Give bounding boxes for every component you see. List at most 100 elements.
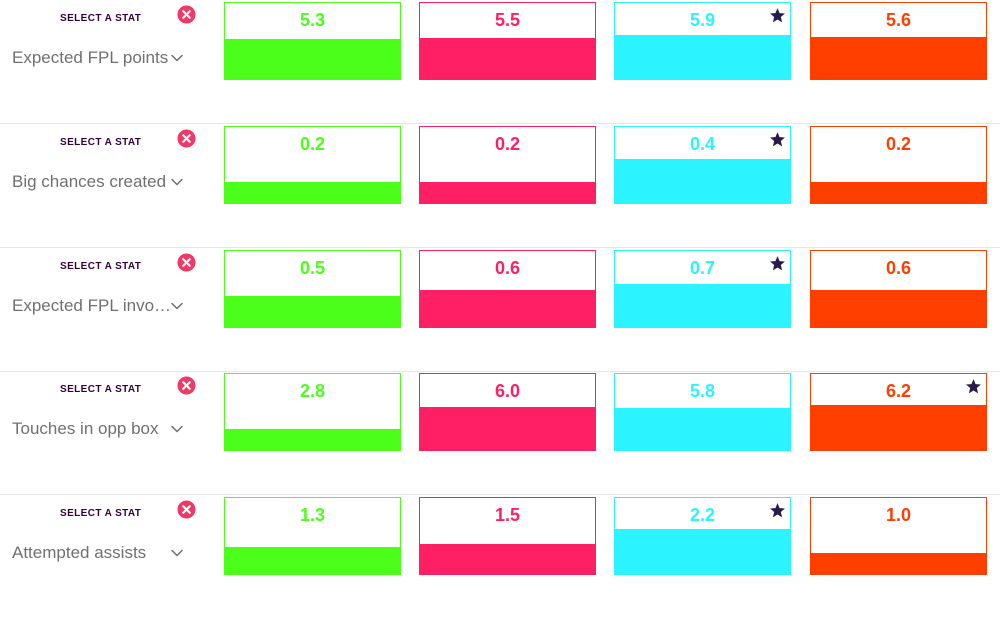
stat-name-label: Big chances created xyxy=(12,172,167,191)
stat-value: 0.2 xyxy=(885,134,912,154)
select-stat-caption: SELECT A STAT xyxy=(60,261,142,272)
stat-value-cell: 0.7 xyxy=(614,250,791,328)
stat-value-bar xyxy=(615,283,790,327)
stat-value-cell: 0.6 xyxy=(419,250,596,328)
stat-value-bar xyxy=(811,405,986,450)
stat-value-cell: 0.6 xyxy=(810,250,987,328)
stat-value-bar xyxy=(420,406,595,450)
chevron-down-icon xyxy=(171,178,183,186)
stat-value: 6.0 xyxy=(494,381,521,401)
stat-value: 5.9 xyxy=(689,10,716,30)
star-icon xyxy=(770,8,785,23)
stat-value: 0.7 xyxy=(689,258,716,278)
chevron-down-icon xyxy=(171,54,183,62)
close-circle-icon[interactable] xyxy=(177,129,196,148)
stat-value: 1.3 xyxy=(299,505,326,525)
stat-name-label: Expected FPL points xyxy=(12,48,169,67)
stat-value-bar xyxy=(811,553,986,574)
stat-value-cell: 2.2 xyxy=(614,497,791,575)
stat-value-cell: 1.0 xyxy=(810,497,987,575)
stat-value: 5.6 xyxy=(885,10,912,30)
stat-row: SELECT A STAT Expected FPL invo… 0.5 0.6 0.7… xyxy=(0,248,1000,372)
stat-value-cell: 2.8 xyxy=(224,373,401,451)
stat-value-cell: 5.5 xyxy=(419,2,596,80)
chevron-down-icon xyxy=(171,549,183,557)
chevron-down-icon xyxy=(171,302,183,310)
stat-value: 6.2 xyxy=(885,381,912,401)
stat-selector: SELECT A STAT Touches in opp box xyxy=(0,371,215,495)
stat-value-cell: 0.2 xyxy=(419,126,596,204)
stat-value: 5.5 xyxy=(494,10,521,30)
star-icon xyxy=(770,132,785,147)
stat-row: SELECT A STAT Attempted assists 1.3 1.5 2.2 1… xyxy=(0,495,1000,619)
stat-value-cell: 0.4 xyxy=(614,126,791,204)
close-circle-icon[interactable] xyxy=(177,253,196,272)
stat-value-bar xyxy=(420,37,595,79)
stat-value-cell: 0.2 xyxy=(810,126,987,204)
stat-value-cell: 5.6 xyxy=(810,2,987,80)
stat-value-bar xyxy=(420,289,595,327)
stat-value: 1.0 xyxy=(885,505,912,525)
stat-value: 0.2 xyxy=(494,134,521,154)
stat-dropdown[interactable]: Touches in opp box xyxy=(12,418,197,442)
stat-comparison-list: SELECT A STAT Expected FPL points 5.3 5.5 5.… xyxy=(0,0,1000,575)
stat-value: 1.5 xyxy=(494,505,521,525)
stat-value-bar xyxy=(811,289,986,327)
select-stat-caption: SELECT A STAT xyxy=(60,508,142,519)
row-divider xyxy=(0,246,1000,248)
stat-selector: SELECT A STAT Attempted assists xyxy=(0,495,215,619)
stat-value-bar xyxy=(420,543,595,574)
stat-value-bar xyxy=(225,295,400,327)
row-divider xyxy=(0,122,1000,124)
close-circle-icon[interactable] xyxy=(177,5,196,24)
select-stat-caption: SELECT A STAT xyxy=(60,384,142,395)
stat-name-label: Attempted assists xyxy=(12,543,147,562)
stat-value: 2.8 xyxy=(299,381,326,401)
stat-selector: SELECT A STAT Expected FPL invo… xyxy=(0,248,215,372)
stat-value-bar xyxy=(225,39,400,79)
stat-row: SELECT A STAT Expected FPL points 5.3 5.5 5.… xyxy=(0,0,1000,124)
close-circle-icon[interactable] xyxy=(177,376,196,395)
stat-row: SELECT A STAT Big chances created 0.2 0.2 0.… xyxy=(0,124,1000,248)
stat-value-bar xyxy=(615,529,790,574)
stat-value: 0.2 xyxy=(299,134,326,154)
stat-value-bar xyxy=(225,429,400,450)
stat-value-bar xyxy=(225,547,400,574)
stat-value: 5.3 xyxy=(299,10,326,30)
stat-dropdown[interactable]: Expected FPL points xyxy=(12,47,197,71)
stat-value: 0.4 xyxy=(689,134,716,154)
select-stat-caption: SELECT A STAT xyxy=(60,13,142,24)
stat-value-bar xyxy=(811,37,986,79)
stat-dropdown[interactable]: Attempted assists xyxy=(12,542,197,566)
star-icon xyxy=(770,503,785,518)
chevron-down-icon xyxy=(171,425,183,433)
stat-value: 2.2 xyxy=(689,505,716,525)
stat-dropdown[interactable]: Big chances created xyxy=(12,171,197,195)
stat-value-bar xyxy=(615,34,790,79)
stat-value-cell: 1.5 xyxy=(419,497,596,575)
stat-value-bar xyxy=(225,181,400,203)
stat-value-bar xyxy=(420,181,595,203)
stat-value-cell: 6.2 xyxy=(810,373,987,451)
stat-value-cell: 6.0 xyxy=(419,373,596,451)
stat-dropdown[interactable]: Expected FPL invo… xyxy=(12,295,197,319)
row-divider xyxy=(0,370,1000,372)
star-icon xyxy=(770,256,785,271)
stat-row: SELECT A STAT Touches in opp box 2.8 6.0 5.8… xyxy=(0,371,1000,495)
stat-value-cell: 0.2 xyxy=(224,126,401,204)
stat-value: 5.8 xyxy=(689,381,716,401)
stat-value: 0.5 xyxy=(299,258,326,278)
close-circle-icon[interactable] xyxy=(177,500,196,519)
stat-name-label: Expected FPL invo… xyxy=(12,296,172,315)
select-stat-caption: SELECT A STAT xyxy=(60,137,142,148)
stat-value-cell: 1.3 xyxy=(224,497,401,575)
stat-value-bar xyxy=(615,158,790,203)
star-icon xyxy=(966,379,981,394)
stat-value: 0.6 xyxy=(885,258,912,278)
row-divider xyxy=(0,493,1000,495)
stat-value-cell: 5.9 xyxy=(614,2,791,80)
stat-value-bar xyxy=(811,181,986,203)
stat-value: 0.6 xyxy=(494,258,521,278)
stat-value-cell: 5.3 xyxy=(224,2,401,80)
stat-selector: SELECT A STAT Big chances created xyxy=(0,124,215,248)
